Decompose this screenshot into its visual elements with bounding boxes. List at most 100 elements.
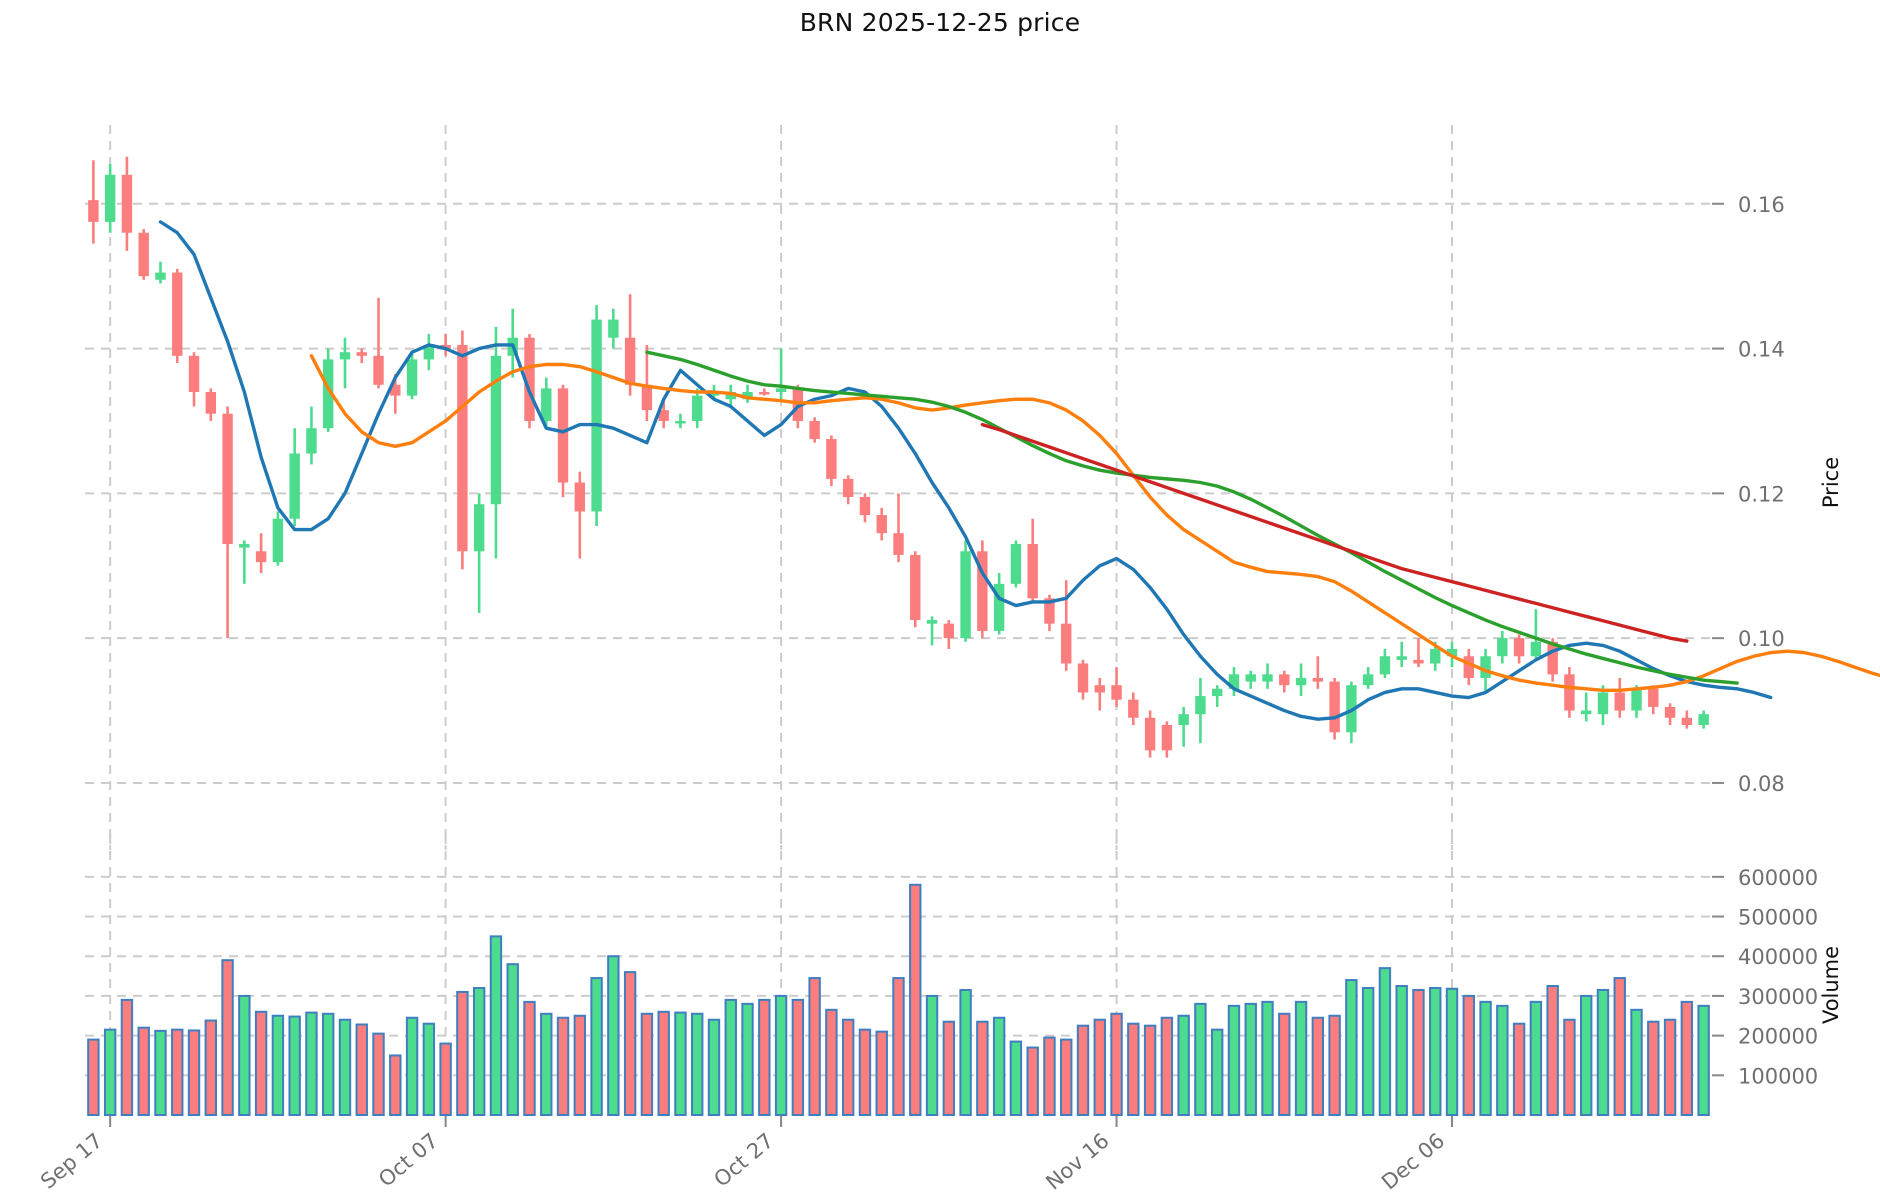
candle-body [960, 551, 971, 639]
candle-body [440, 344, 451, 349]
volume-bar [1026, 1046, 1039, 1116]
candle-body [88, 200, 99, 222]
volume-tick-label: 100000 [1738, 1064, 1818, 1088]
volume-bar [1261, 1000, 1274, 1117]
candle-body [1010, 544, 1022, 584]
volume-bar [959, 988, 972, 1117]
volume-bar [456, 990, 469, 1117]
candle-body [1581, 710, 1592, 715]
volume-bar [137, 1026, 150, 1116]
volume-bar [791, 998, 805, 1116]
candle-body [255, 551, 267, 563]
volume-tick-label: 400000 [1738, 945, 1818, 969]
candle-body [641, 384, 653, 411]
candle-body [692, 395, 703, 421]
candle-body [1279, 674, 1290, 686]
candle-body [574, 482, 586, 512]
candle-body [926, 620, 938, 624]
volume-tick-label: 500000 [1738, 906, 1818, 930]
volume-bar [758, 998, 771, 1116]
volume-bar [523, 1000, 536, 1117]
candle-body [1211, 688, 1223, 697]
volume-bar [1663, 1018, 1677, 1117]
candle-body [826, 439, 837, 479]
price-tick-label: 0.16 [1738, 193, 1785, 217]
volume-bar [204, 1019, 217, 1117]
candles-layer [88, 156, 1709, 758]
volume-bar [1697, 1004, 1710, 1117]
candle-body [1077, 663, 1089, 693]
volume-bar [808, 977, 821, 1116]
volume-bar [154, 1029, 167, 1116]
x-tick-label: Nov 16 [1041, 1128, 1113, 1194]
volume-bar [724, 998, 737, 1116]
candle-body [1396, 656, 1407, 660]
candle-body [356, 352, 367, 356]
volume-bar [774, 994, 788, 1116]
volume-bar [674, 1011, 687, 1116]
volume-bar [238, 994, 251, 1116]
volume-bar [103, 1028, 117, 1117]
volume-bar [338, 1018, 352, 1117]
candle-body [1329, 681, 1340, 733]
price-axis-label: Price [1819, 457, 1843, 508]
candle-body [1648, 688, 1659, 707]
candle-body [775, 388, 787, 393]
volume-bar [1580, 994, 1593, 1116]
candle-body [977, 551, 988, 631]
volume-bar [1127, 1022, 1140, 1116]
candle-body [1463, 656, 1474, 678]
candle-body [390, 384, 401, 396]
volume-bar [422, 1022, 436, 1116]
price-tick-label: 0.10 [1738, 627, 1785, 651]
volume-bar [1227, 1004, 1241, 1117]
candle-body [239, 544, 250, 548]
volume-bar [556, 1016, 570, 1117]
volume-bar [1278, 1012, 1291, 1116]
candle-body [1295, 677, 1307, 686]
volume-bar [288, 1015, 301, 1116]
candle-body [1362, 674, 1374, 686]
volume-bar [1445, 987, 1459, 1116]
volume-bar [607, 955, 620, 1116]
volume-bar [1429, 986, 1442, 1117]
candle-body [205, 392, 216, 414]
candle-body [1027, 544, 1038, 599]
volume-bar [372, 1032, 385, 1117]
candle-body [876, 515, 887, 534]
candle-body [1262, 674, 1273, 682]
volume-bar [1311, 1016, 1325, 1117]
candle-body [1178, 714, 1189, 726]
candle-body [608, 319, 619, 338]
candle-body [859, 496, 871, 516]
volume-bar [322, 1012, 335, 1116]
volume-bar [992, 1016, 1006, 1117]
candle-body [1195, 696, 1206, 715]
volume-bar [1361, 986, 1375, 1117]
candle-body [490, 355, 502, 505]
volume-bar [1345, 979, 1358, 1116]
candle-body [1681, 717, 1693, 726]
chart-title: BRN 2025-12-25 price [799, 8, 1081, 37]
candle-body [1413, 659, 1424, 664]
candle-body [541, 388, 552, 421]
price-tick-label: 0.12 [1738, 482, 1785, 506]
candle-body [155, 272, 166, 280]
candle-body [289, 453, 300, 519]
volume-bar [623, 971, 637, 1116]
volume-tick-label: 200000 [1738, 1025, 1818, 1049]
moving-average-layer [158, 220, 1880, 721]
candle-body [1044, 598, 1055, 624]
candle-body [1228, 674, 1240, 689]
x-tick-label: Oct 27 [709, 1128, 778, 1191]
volume-bar [405, 1016, 419, 1117]
volume-bar [1043, 1036, 1056, 1117]
candle-body [1161, 725, 1173, 751]
candle-body [1128, 699, 1139, 718]
candle-body [1530, 641, 1542, 657]
volume-bar [1512, 1022, 1526, 1116]
volume-bar [1060, 1038, 1073, 1117]
candle-body [708, 392, 720, 396]
ma-line-ma_short [158, 220, 1773, 721]
volume-bar [171, 1028, 184, 1117]
